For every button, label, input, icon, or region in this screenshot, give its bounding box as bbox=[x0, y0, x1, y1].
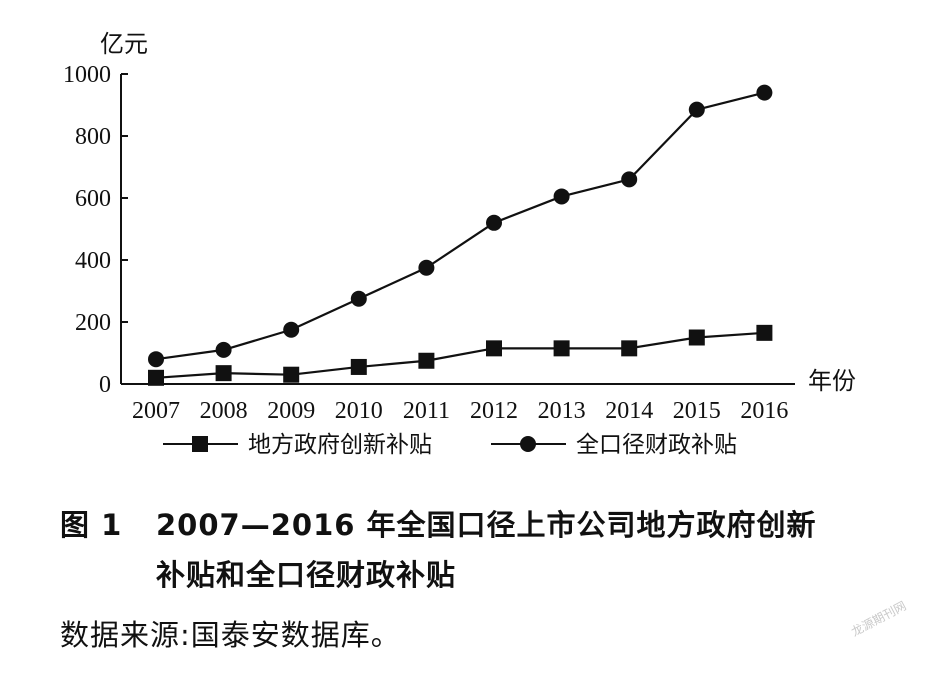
data-point-circle bbox=[486, 214, 502, 231]
caption-line-1: 图 1 2007—2016 年全国口径上市公司地方政府创新 bbox=[60, 500, 890, 550]
data-point-circle bbox=[148, 351, 164, 368]
y-tick-label: 200 bbox=[75, 310, 111, 336]
data-point-square bbox=[688, 329, 705, 346]
x-tick-label: 2009 bbox=[267, 398, 315, 424]
data-point-circle bbox=[688, 101, 705, 118]
data-point-circle bbox=[350, 290, 367, 307]
y-tick-label: 0 bbox=[99, 372, 111, 398]
line-chart: 亿元 年份 0 200 400 600 800 1000 2007 2008 2009 2010… bbox=[63, 30, 856, 458]
y-ticks: 0 200 400 600 800 1000 bbox=[63, 62, 128, 398]
data-point-square bbox=[756, 324, 773, 341]
data-point-square bbox=[621, 340, 638, 357]
x-tick-label: 2007 bbox=[132, 398, 180, 424]
x-tick-label: 2011 bbox=[403, 398, 450, 424]
legend-label-total-fiscal-subsidy: 全口径财政补贴 bbox=[576, 432, 737, 458]
data-point-square bbox=[148, 369, 164, 386]
x-tick-label: 2010 bbox=[335, 398, 383, 424]
figure-number: 图 1 bbox=[60, 508, 123, 542]
x-tick-label: 2008 bbox=[200, 398, 248, 424]
data-point-circle bbox=[756, 84, 773, 101]
x-tick-label: 2012 bbox=[470, 398, 518, 424]
legend-marker-circle bbox=[520, 436, 536, 452]
x-tick-label: 2015 bbox=[673, 398, 721, 424]
data-point-circle bbox=[553, 188, 570, 205]
y-tick-label: 600 bbox=[75, 186, 111, 212]
data-point-square bbox=[418, 352, 435, 369]
figure-caption: 图 1 2007—2016 年全国口径上市公司地方政府创新 补贴和全口径财政补贴 bbox=[60, 500, 890, 600]
data-point-square bbox=[486, 340, 502, 357]
x-tick-label: 2014 bbox=[605, 398, 653, 424]
data-point-square bbox=[350, 358, 367, 375]
data-point-square bbox=[553, 340, 570, 357]
legend: 地方政府创新补贴 全口径财政补贴 bbox=[163, 432, 737, 458]
series-line-total-fiscal-subsidy bbox=[155, 91, 765, 361]
series-line-local-innovation-subsidy bbox=[155, 331, 765, 379]
x-tick-label: 2016 bbox=[740, 398, 788, 424]
y-tick-label: 400 bbox=[75, 248, 111, 274]
data-point-circle bbox=[283, 321, 300, 338]
caption-title-part-2: 补贴和全口径财政补贴 bbox=[156, 558, 457, 592]
legend-label-local-innovation-subsidy: 地方政府创新补贴 bbox=[248, 432, 432, 458]
chart-axes: 亿元 年份 bbox=[100, 30, 856, 395]
watermark: 龙源期刊网 bbox=[848, 598, 909, 640]
caption-title-part-1: 2007—2016 年全国口径上市公司地方政府创新 bbox=[156, 508, 817, 542]
data-point-square bbox=[215, 365, 232, 382]
data-source-note: 数据来源:国泰安数据库。 bbox=[60, 618, 401, 652]
x-ticks: 2007 2008 2009 2010 2011 2012 2013 2014 2015 2016 bbox=[132, 398, 788, 424]
y-tick-label: 1000 bbox=[63, 62, 111, 88]
data-point-square bbox=[283, 366, 300, 383]
series-layer bbox=[148, 84, 773, 386]
data-point-circle bbox=[418, 259, 435, 276]
y-tick-label: 800 bbox=[75, 124, 111, 150]
data-point-circle bbox=[621, 171, 638, 188]
legend-marker-square bbox=[192, 436, 208, 452]
x-tick-label: 2013 bbox=[538, 398, 586, 424]
y-axis-unit: 亿元 bbox=[100, 30, 148, 58]
x-axis-unit: 年份 bbox=[808, 367, 856, 395]
data-point-circle bbox=[215, 341, 232, 358]
